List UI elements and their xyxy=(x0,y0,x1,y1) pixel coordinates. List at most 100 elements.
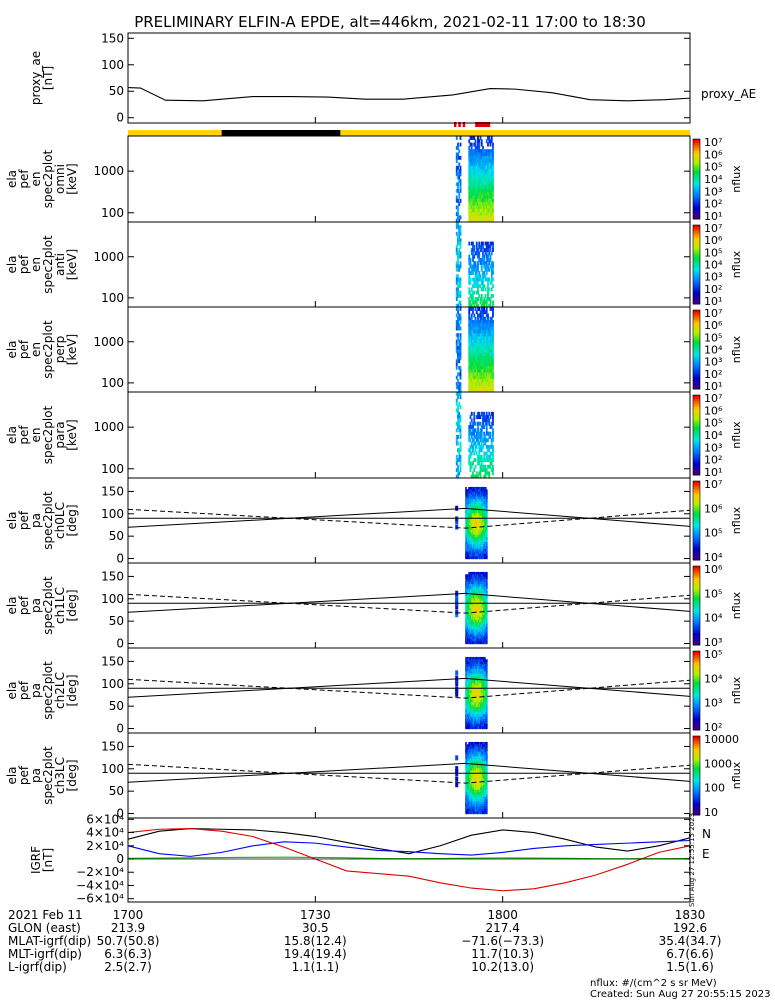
spectrogram-cell xyxy=(472,336,474,341)
pitch-angle-cell xyxy=(472,772,474,776)
pitch-angle-cell xyxy=(484,656,486,660)
spectrogram-cell xyxy=(478,329,481,334)
pitch-angle-cell xyxy=(479,486,481,490)
spectrogram-cell xyxy=(492,267,494,272)
spectrogram-cell xyxy=(477,175,479,180)
pitch-angle-cell xyxy=(471,498,473,502)
pitch-angle-cell xyxy=(474,498,476,502)
pitch-angle-cell xyxy=(474,614,476,618)
pitch-angle-cell xyxy=(486,503,488,507)
pitch-angle-cell xyxy=(468,811,470,815)
spectrogram-cell xyxy=(459,458,462,463)
spectrogram-cell xyxy=(472,208,474,213)
panel-ylabel: pa xyxy=(29,598,43,613)
spectrogram-cell xyxy=(469,192,472,197)
pitch-angle-cell xyxy=(476,803,478,807)
spectrogram-cell xyxy=(490,205,493,210)
spectrogram-cell xyxy=(472,444,474,449)
pitch-angle-cell xyxy=(465,600,467,604)
pitch-angle-cell xyxy=(477,515,479,519)
spectrogram-cell xyxy=(458,235,461,239)
pitch-angle-cell xyxy=(471,553,473,557)
pitch-angle-cell xyxy=(481,661,483,665)
spectrogram-cell xyxy=(472,188,474,193)
pitch-angle-cell xyxy=(467,695,469,699)
panel-ylabel: spec2plot xyxy=(41,746,55,805)
colorbar-segment xyxy=(693,292,700,295)
pitch-angle-cell xyxy=(475,517,477,521)
spectrogram-cell xyxy=(473,267,476,272)
pitch-angle-cell xyxy=(483,744,485,748)
pitch-angle-cell xyxy=(477,619,479,623)
pitch-angle-cell xyxy=(470,801,472,805)
pitch-angle-cell xyxy=(486,556,488,560)
spectrogram-cell xyxy=(468,372,471,377)
pitch-angle-cell xyxy=(473,723,475,727)
colorbar-segment xyxy=(693,461,700,464)
spectrogram-cell xyxy=(474,175,477,180)
pitch-angle-cell xyxy=(471,796,473,800)
panel-pa_ch0: elapefpaspec2plotch0LC[deg]05010015010⁴1… xyxy=(5,477,743,566)
spectrogram-cell xyxy=(482,316,484,321)
pitch-angle-cell xyxy=(476,770,478,774)
pitch-angle-cell xyxy=(475,501,477,505)
spectrogram-cell xyxy=(468,162,471,167)
pitch-angle-cell xyxy=(482,680,484,684)
pitch-angle-cell xyxy=(472,508,474,512)
colorbar-segment xyxy=(693,534,700,537)
pitch-angle-cell xyxy=(471,664,473,668)
spectrogram-cell xyxy=(480,267,483,272)
spectrogram-cell xyxy=(489,431,492,436)
pitch-angle-cell xyxy=(482,676,484,680)
pitch-angle-cell xyxy=(474,789,476,793)
pitch-angle-cell xyxy=(475,520,477,524)
pitch-angle-cell xyxy=(475,503,477,507)
pitch-angle-cell xyxy=(465,799,467,803)
spectrogram-cell xyxy=(482,195,484,200)
pitch-angle-cell xyxy=(465,702,467,706)
colorbar-segment xyxy=(693,787,700,790)
pitch-angle-cell xyxy=(486,583,488,587)
pitch-angle-cell xyxy=(466,574,468,578)
spectrogram-cell xyxy=(487,175,489,180)
spectrogram-cells xyxy=(455,222,494,307)
pitch-angle-cell xyxy=(468,806,470,810)
pitch-angle-cell xyxy=(468,576,470,580)
spectrogram-cell xyxy=(489,202,492,207)
panel-pa_ch3: elapefpaspec2plotch3LC[deg]0501001501010… xyxy=(5,732,743,821)
panel-ylabel: [keV] xyxy=(65,249,79,280)
spectrogram-cell xyxy=(474,333,477,338)
pitch-angle-cell xyxy=(465,631,467,635)
pitch-angle-cell xyxy=(472,661,474,665)
spectrogram-cell xyxy=(468,169,471,173)
pitch-angle-cell xyxy=(486,761,488,765)
spectrogram-cell xyxy=(485,165,488,170)
pitch-angle-cell xyxy=(465,579,467,583)
pitch-angle-cell xyxy=(465,556,467,560)
pitch-angle-cell xyxy=(465,510,467,514)
y-tick-label: 150 xyxy=(101,739,124,753)
pitch-angle-cell xyxy=(475,510,477,514)
pitch-angle-cell xyxy=(475,583,477,587)
spectrogram-cell xyxy=(482,458,484,463)
pitch-angle-cell xyxy=(466,699,468,703)
colorbar-segment xyxy=(693,504,700,508)
pitch-angle-cell xyxy=(466,749,468,753)
spectrogram-cell xyxy=(489,264,492,269)
spectrogram-cell xyxy=(473,441,476,446)
pitch-angle-cell xyxy=(485,605,487,609)
pitch-angle-cell xyxy=(482,796,484,800)
pitch-angle-cell xyxy=(465,503,467,507)
spectrogram-cell xyxy=(469,165,472,170)
pitch-angle-cell xyxy=(469,792,471,796)
spectrogram-cell xyxy=(457,320,459,324)
pitch-angle-cell xyxy=(466,726,468,730)
spectrogram-cell xyxy=(468,152,471,157)
spectrogram-cell xyxy=(472,307,474,311)
pitch-angle-cell xyxy=(474,671,476,675)
pitch-angle-cell xyxy=(475,676,477,680)
pitch-angle-cell xyxy=(476,583,478,587)
spectrogram-cell xyxy=(490,359,493,364)
colorbar-segment xyxy=(693,228,700,232)
pitch-angle-cell xyxy=(474,659,476,663)
